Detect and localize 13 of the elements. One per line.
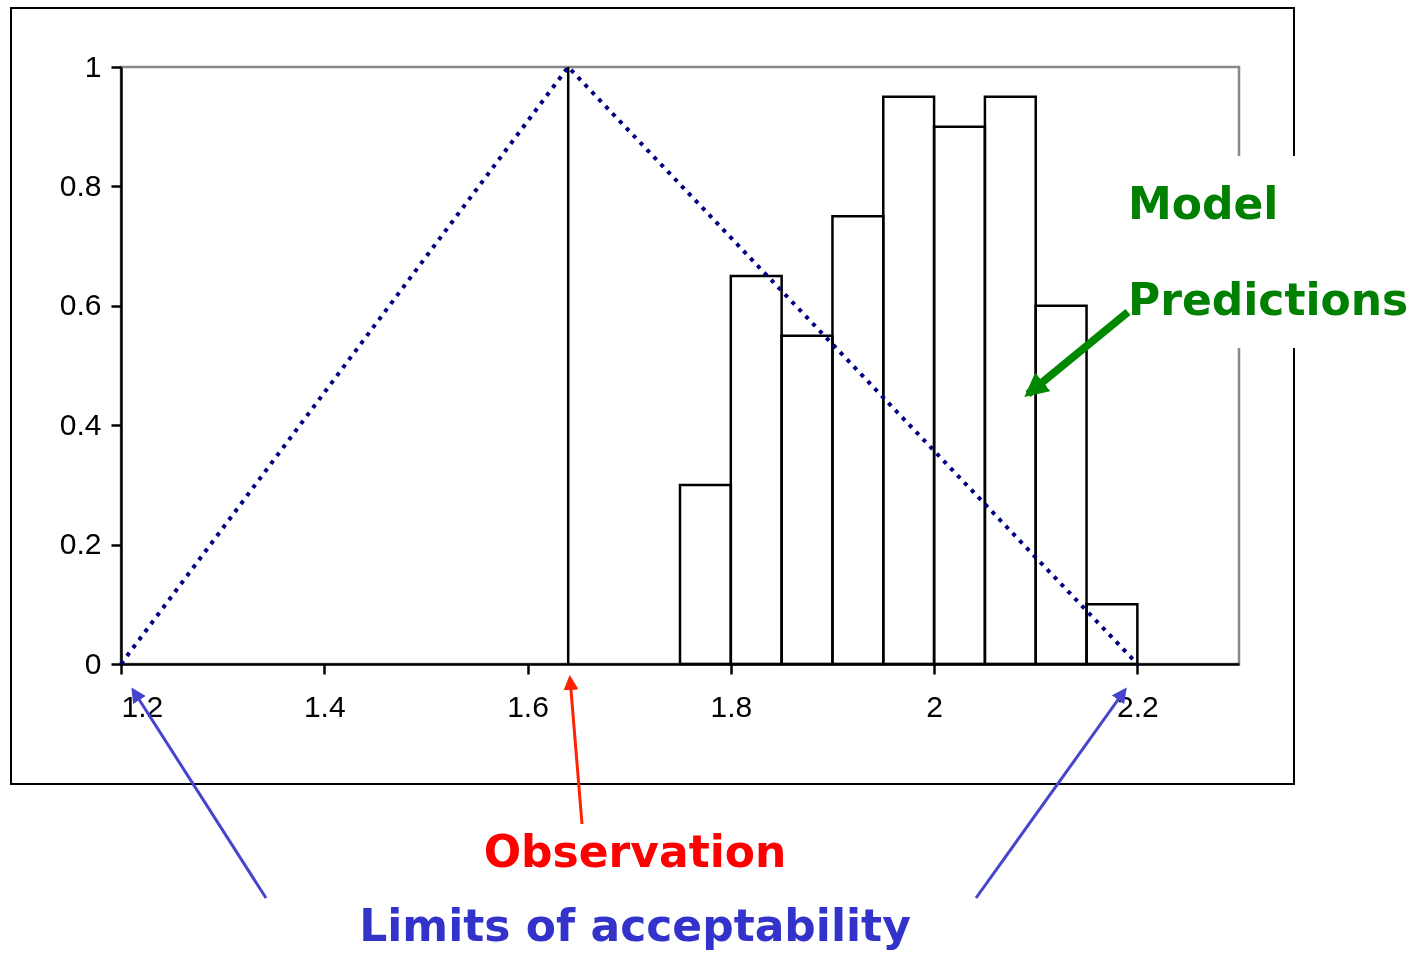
text: Observation xyxy=(482,826,788,877)
x-tick-label: 1.4 xyxy=(303,689,346,723)
x-tick-label: 1.6 xyxy=(507,689,549,723)
annotation: Model Predictions xyxy=(1128,156,1420,348)
y-tick-label: 0.8 xyxy=(59,168,102,202)
y-tick-label: 0.2 xyxy=(59,527,102,561)
x-tick-label: 2 xyxy=(926,689,943,723)
y-tick-label: 0.6 xyxy=(59,288,102,322)
y-tick-label: 1 xyxy=(84,49,102,83)
x-tick-label: 1.8 xyxy=(710,689,753,723)
y-tick-label: 0 xyxy=(84,646,102,680)
y-tick-label: 0.4 xyxy=(59,407,102,441)
text: Limits of acceptability xyxy=(358,900,912,951)
